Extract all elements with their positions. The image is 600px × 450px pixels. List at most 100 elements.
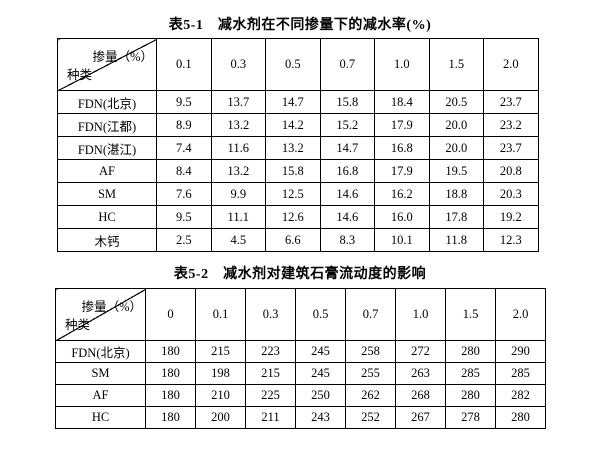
table-cell: 252 [345,406,396,429]
table-cell: 180 [145,384,196,407]
column-header: 1.0 [374,38,430,91]
table-row: AF 180 210 225 250 262 268 280 282 [55,384,546,407]
table-row: AF 8.4 13.2 15.8 16.8 17.9 19.5 20.8 [57,159,539,183]
row-label: FDN(北京) [57,90,157,114]
table-row: HC 180 200 211 243 252 267 278 280 [55,406,546,429]
table-cell: 180 [145,362,196,385]
table-cell: 280 [445,384,496,407]
table-cell: 245 [295,362,346,385]
table-cell: 23.7 [483,90,539,114]
corner-label-type: 种类 [67,68,93,82]
table-cell: 210 [195,384,246,407]
table-cell: 285 [495,362,546,385]
table-cell: 225 [245,384,296,407]
table-cell: 12.6 [265,205,321,229]
table-cell: 272 [395,340,446,363]
row-label: HC [55,406,146,429]
table-cell: 14.7 [265,90,321,114]
table-cell: 8.9 [156,113,212,137]
table-cell: 6.6 [265,228,321,252]
table-cell: 14.2 [265,113,321,137]
table-cell: 4.5 [210,228,266,252]
table-cell: 18.8 [428,182,484,206]
table-cell: 280 [495,406,546,429]
diagonal-header-cell: 掺量（%） 种类 [55,288,146,341]
table-cell: 8.4 [156,159,212,183]
table-cell: 285 [445,362,496,385]
table-cell: 19.5 [428,159,484,183]
column-header: 1.5 [428,38,484,91]
table-cell: 20.3 [483,182,539,206]
table-cell: 17.9 [374,159,430,183]
table1-title: 表5-1 减水剂在不同掺量下的减水率(%) [168,18,432,33]
table-cell: 13.2 [210,113,266,137]
column-header: 0.1 [156,38,212,91]
table2-header-row: 掺量（%） 种类 0 0.1 0.3 0.5 0.7 1.0 1.5 2.0 [55,288,546,341]
table-cell: 20.8 [483,159,539,183]
fluidity-table: 掺量（%） 种类 0 0.1 0.3 0.5 0.7 1.0 1.5 2.0 F… [55,288,546,429]
row-label: SM [55,362,146,385]
table-cell: 17.8 [428,205,484,229]
table-cell: 268 [395,384,446,407]
table-cell: 16.2 [374,182,430,206]
table2-title: 表5-2 减水剂对建筑石膏流动度的影响 [173,267,427,282]
column-header: 1.0 [395,288,446,341]
column-header: 0.5 [265,38,321,91]
column-header: 0 [145,288,196,341]
table-cell: 20.0 [428,136,484,160]
table-cell: 211 [245,406,296,429]
column-header: 2.0 [495,288,546,341]
table-row: FDN(北京) 9.5 13.7 14.7 15.8 18.4 20.5 23.… [57,90,539,114]
table-cell: 215 [245,362,296,385]
table1-header-row: 掺量（%） 种类 0.1 0.3 0.5 0.7 1.0 1.5 2.0 [57,38,539,91]
table-cell: 258 [345,340,396,363]
table-row: FDN(北京) 180 215 223 245 258 272 280 290 [55,340,546,363]
row-label: SM [57,182,157,206]
table-cell: 16.0 [374,205,430,229]
table-cell: 7.4 [156,136,212,160]
table-cell: 267 [395,406,446,429]
table-cell: 11.8 [428,228,484,252]
table-cell: 23.7 [483,136,539,160]
table-cell: 12.5 [265,182,321,206]
table-cell: 17.9 [374,113,430,137]
table-cell: 15.2 [319,113,375,137]
table-cell: 14.6 [319,182,375,206]
table-cell: 180 [145,406,196,429]
water-reduction-table: 掺量（%） 种类 0.1 0.3 0.5 0.7 1.0 1.5 2.0 FDN… [57,38,539,252]
table-cell: 245 [295,340,346,363]
column-header: 0.7 [319,38,375,91]
diagonal-header-cell: 掺量（%） 种类 [57,38,157,91]
corner-label-dosage: 掺量（%） [81,300,142,314]
table-cell: 7.6 [156,182,212,206]
row-label: HC [57,205,157,229]
table-cell: 14.7 [319,136,375,160]
table-cell: 200 [195,406,246,429]
table-cell: 2.5 [156,228,212,252]
table-cell: 290 [495,340,546,363]
table-cell: 18.4 [374,90,430,114]
column-header: 1.5 [445,288,496,341]
table-cell: 9.5 [156,205,212,229]
table-cell: 19.2 [483,205,539,229]
table-cell: 20.5 [428,90,484,114]
table-cell: 278 [445,406,496,429]
table-cell: 13.2 [210,159,266,183]
table-row: HC 9.5 11.1 12.6 14.6 16.0 17.8 19.2 [57,205,539,229]
table-cell: 9.9 [210,182,266,206]
table-row: SM 180 198 215 245 255 263 285 285 [55,362,546,385]
row-label: AF [55,384,146,407]
table-cell: 14.6 [319,205,375,229]
column-header: 0.1 [195,288,246,341]
table-cell: 13.7 [210,90,266,114]
column-header: 2.0 [483,38,539,91]
table-row: FDN(江都) 8.9 13.2 14.2 15.2 17.9 20.0 23.… [57,113,539,137]
row-label: AF [57,159,157,183]
table-cell: 198 [195,362,246,385]
table-cell: 282 [495,384,546,407]
corner-label-dosage: 掺量（%） [92,50,153,64]
table-cell: 263 [395,362,446,385]
corner-label-type: 种类 [65,318,91,332]
table-cell: 23.2 [483,113,539,137]
